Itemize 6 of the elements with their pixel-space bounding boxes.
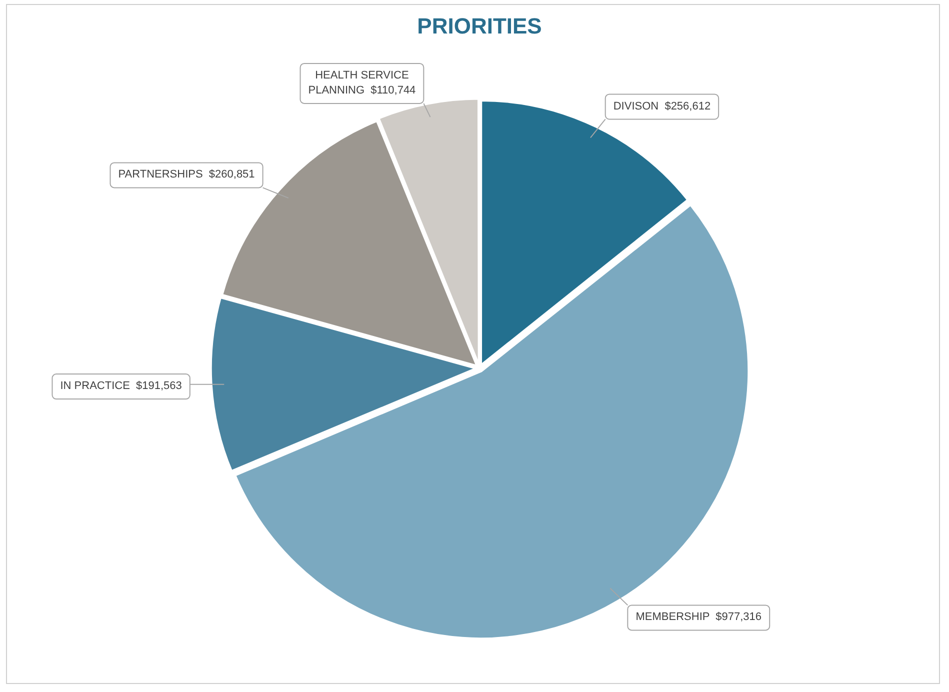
slice-label: MEMBERSHIP $977,316 <box>636 611 762 624</box>
slice-label: IN PRACTICE $191,563 <box>60 380 182 392</box>
slice-label: HEALTH SERVICE PLANNING $110,744 <box>308 69 416 96</box>
slice-label: PARTNERSHIPS $260,851 <box>118 168 255 181</box>
slice-label: DIVISON $256,612 <box>613 100 711 112</box>
chart-title: PRIORITIES <box>417 13 542 38</box>
